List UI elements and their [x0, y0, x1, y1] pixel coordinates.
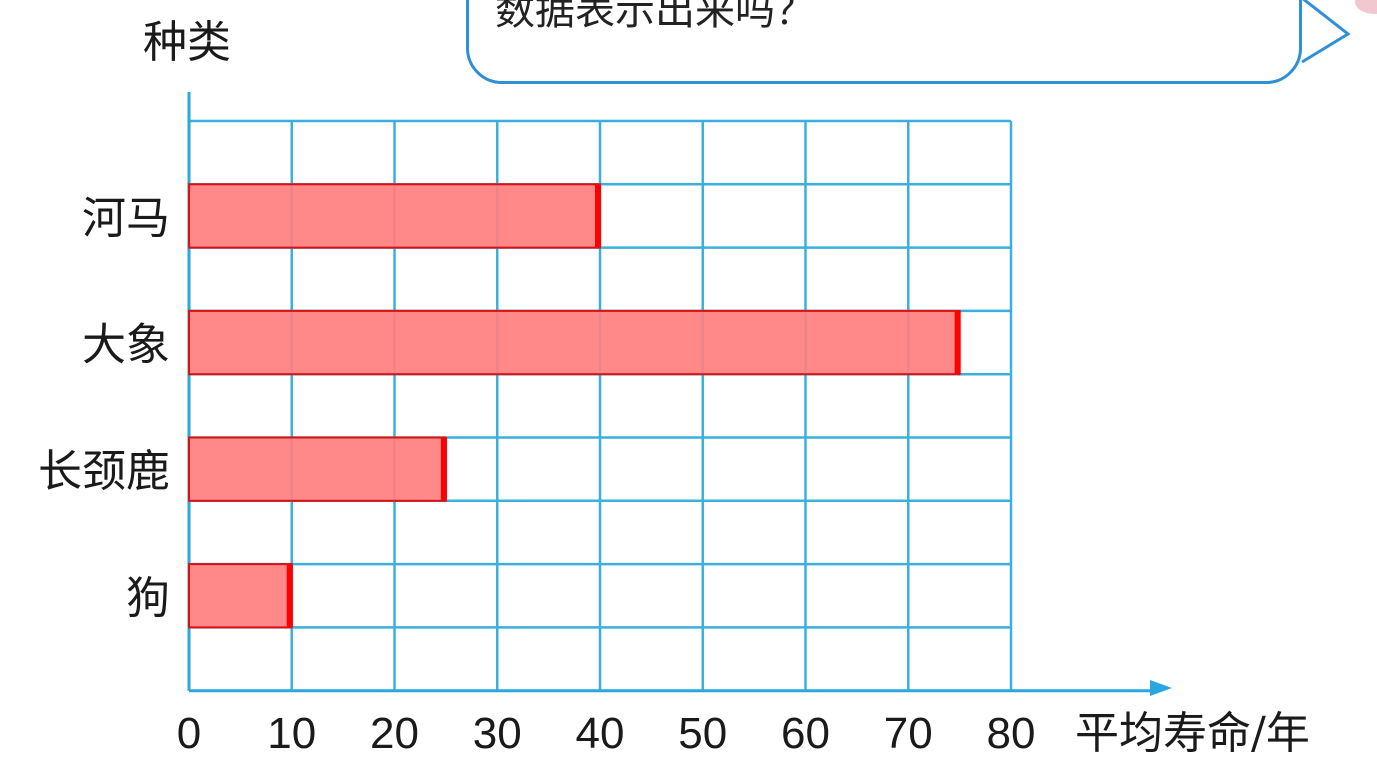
y-axis-title: 种类 — [143, 17, 231, 68]
x-tick-label: 50 — [678, 709, 727, 758]
bar-end-marker — [440, 437, 447, 501]
category-label: 大象 — [82, 320, 170, 371]
category-label: 长颈鹿 — [38, 446, 170, 497]
bar-1 — [188, 183, 601, 249]
speech-bubble — [466, 0, 1302, 84]
bar-2 — [188, 309, 961, 376]
bar-end-marker — [595, 184, 601, 248]
x-tick-label: 20 — [370, 709, 419, 758]
x-tick-label: 70 — [884, 709, 933, 758]
x-tick-label: 30 — [473, 709, 522, 758]
x-tick-label: 0 — [177, 709, 201, 758]
category-label: 狗 — [126, 573, 170, 624]
x-tick-label: 10 — [267, 709, 316, 758]
speech-bubble-text: 数据表示出来吗？ — [495, 0, 815, 34]
x-tick-label: 80 — [987, 709, 1036, 758]
x-axis-title: 平均寿命/年 — [1075, 708, 1310, 759]
character-avatar — [1355, 0, 1377, 14]
bar-end-marker — [286, 564, 293, 628]
bar-end-marker — [954, 310, 961, 375]
x-tick-label: 60 — [781, 709, 830, 758]
category-label: 河马 — [82, 193, 170, 244]
x-axis-arrow — [1150, 680, 1172, 696]
x-tick-label: 40 — [576, 709, 625, 758]
bar-3 — [188, 436, 447, 502]
bar-4 — [188, 563, 293, 629]
